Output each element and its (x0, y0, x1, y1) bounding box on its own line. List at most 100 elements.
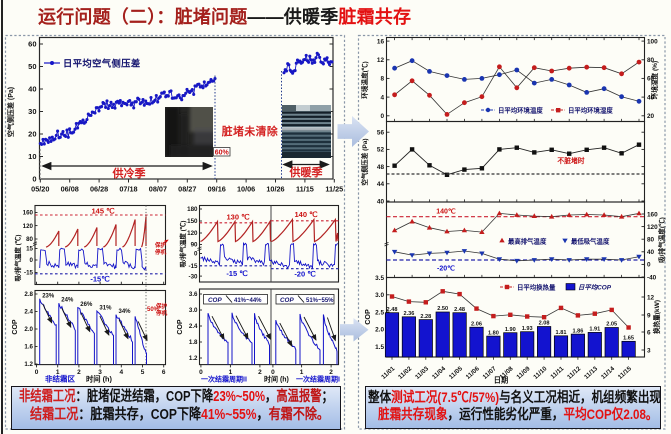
svg-text:一次结霜周期II: 一次结霜周期II (201, 375, 247, 384)
svg-text:50%: 50% (147, 307, 160, 313)
svg-text:120: 120 (647, 224, 658, 231)
svg-text:10/06: 10/06 (237, 185, 255, 194)
svg-text:34%: 34% (119, 309, 132, 315)
svg-text:1.91: 1.91 (589, 327, 600, 333)
svg-text:90: 90 (191, 242, 198, 249)
svg-text:160: 160 (647, 211, 658, 218)
svg-text:1.6: 1.6 (24, 344, 33, 351)
svg-text:空气侧压差 (Pa): 空气侧压差 (Pa) (360, 138, 369, 185)
svg-text:10: 10 (28, 152, 36, 161)
svg-text:09/16: 09/16 (208, 185, 226, 194)
svg-text:-20℃: -20℃ (437, 265, 455, 273)
svg-text:1.86: 1.86 (572, 328, 583, 334)
svg-text:11/01: 11/01 (380, 365, 397, 381)
svg-text:-30: -30 (189, 273, 199, 280)
svg-text:31%: 31% (99, 306, 112, 312)
svg-text:0: 0 (380, 113, 384, 120)
svg-text:11/04: 11/04 (431, 365, 448, 381)
svg-text:08/27: 08/27 (178, 185, 196, 194)
svg-text:20: 20 (28, 130, 36, 139)
svg-text:供暖季: 供暖季 (289, 165, 324, 179)
svg-text:11/14: 11/14 (600, 365, 617, 381)
svg-text:1.5: 1.5 (375, 344, 384, 351)
svg-text:-40: -40 (647, 274, 657, 281)
svg-text:非结霜区: 非结霜区 (45, 374, 75, 384)
svg-text:2: 2 (258, 369, 262, 376)
svg-text:1.81: 1.81 (556, 330, 567, 336)
svg-text:160: 160 (23, 210, 34, 217)
svg-text:2.48: 2.48 (454, 307, 465, 313)
svg-text:1: 1 (56, 369, 60, 376)
svg-text:2.48: 2.48 (387, 307, 398, 313)
svg-text:11/05: 11/05 (448, 365, 465, 381)
svg-text:吸/排气温度 (℃): 吸/排气温度 (℃) (13, 235, 22, 282)
svg-text:-20 ℃: -20 ℃ (294, 270, 316, 279)
svg-text:3.6: 3.6 (189, 291, 198, 298)
svg-text:11/15: 11/15 (296, 185, 314, 194)
svg-text:1.65: 1.65 (623, 336, 634, 342)
svg-text:3: 3 (98, 369, 102, 376)
svg-text:日平均COP: 日平均COP (578, 284, 612, 292)
svg-text:120: 120 (187, 230, 198, 237)
svg-text:51%~55%: 51%~55% (306, 298, 334, 304)
svg-text:20: 20 (647, 113, 655, 120)
svg-text:26%: 26% (80, 302, 93, 308)
svg-text:80: 80 (647, 237, 655, 244)
svg-text:停机: 停机 (156, 309, 168, 317)
svg-text:0: 0 (194, 251, 198, 258)
svg-text:2.4: 2.4 (189, 323, 198, 330)
svg-text:不脏堵时: 不脏堵时 (557, 156, 584, 165)
svg-text:脏堵未清除: 脏堵未清除 (222, 124, 278, 138)
svg-text:0: 0 (647, 262, 651, 269)
svg-text:11/09: 11/09 (515, 365, 532, 381)
svg-text:2: 2 (329, 369, 333, 376)
svg-text:2.05: 2.05 (606, 322, 617, 328)
svg-text:1.8: 1.8 (189, 339, 198, 346)
svg-text:保护: 保护 (155, 302, 168, 310)
svg-text:3: 3 (647, 347, 651, 354)
svg-text:COP: COP (12, 319, 19, 335)
svg-text:2.4: 2.4 (24, 309, 33, 316)
svg-text:11/02: 11/02 (397, 365, 414, 381)
svg-text:50: 50 (28, 62, 36, 71)
svg-text:12: 12 (647, 294, 655, 301)
svg-text:0: 0 (199, 369, 203, 376)
svg-text:52: 52 (377, 147, 385, 154)
svg-text:23%: 23% (42, 293, 55, 299)
svg-text:吸/排气温度 (℃): 吸/排气温度 (℃) (178, 221, 187, 268)
svg-text:1.2: 1.2 (24, 361, 33, 368)
svg-text:05/20: 05/20 (31, 185, 49, 194)
svg-text:2.06: 2.06 (471, 321, 482, 327)
svg-text:12: 12 (377, 57, 385, 64)
svg-text:1.80: 1.80 (488, 330, 499, 336)
svg-text:最低吸气温度: 最低吸气温度 (571, 236, 610, 245)
svg-text:9: 9 (647, 312, 651, 319)
svg-text:环境温度(℃): 环境温度(℃) (360, 61, 369, 98)
svg-text:1.90: 1.90 (505, 327, 516, 333)
svg-text:日期: 日期 (494, 376, 508, 385)
svg-text:11/25: 11/25 (325, 185, 343, 194)
svg-text:11/12: 11/12 (566, 365, 583, 381)
svg-text:100: 100 (647, 38, 658, 45)
svg-text:2.0: 2.0 (24, 326, 33, 333)
svg-text:60: 60 (28, 40, 36, 49)
svg-text:-15: -15 (189, 263, 199, 270)
svg-text:40: 40 (647, 94, 655, 101)
svg-text:60: 60 (647, 76, 655, 83)
svg-text:48: 48 (377, 164, 385, 171)
svg-text:15: 15 (26, 246, 33, 253)
svg-text:80: 80 (647, 57, 655, 64)
svg-text:60%: 60% (215, 149, 230, 156)
svg-text:06/08: 06/08 (61, 185, 79, 194)
svg-text:1: 1 (300, 369, 304, 376)
svg-text:一次结霜周期I: 一次结霜周期I (296, 375, 340, 384)
svg-text:2.5: 2.5 (375, 309, 384, 316)
svg-text:30: 30 (28, 107, 36, 116)
svg-text:40: 40 (28, 85, 36, 94)
svg-text:40: 40 (647, 249, 655, 256)
svg-text:07/18: 07/18 (119, 185, 137, 194)
svg-text:11/10: 11/10 (532, 365, 549, 381)
svg-text:时间 (h): 时间 (h) (86, 375, 113, 384)
svg-text:吸/排气温度(℃): 吸/排气温度(℃) (657, 217, 666, 263)
svg-text:供冷季: 供冷季 (112, 166, 147, 180)
